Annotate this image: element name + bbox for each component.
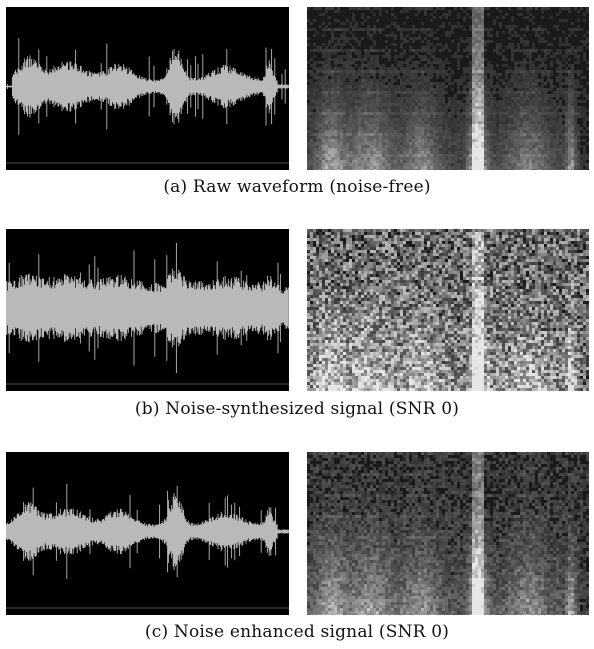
spectrogram-c — [307, 452, 589, 615]
waveform-a — [6, 7, 289, 170]
spectrogram-panel-c — [307, 452, 589, 615]
waveform-panel-a — [6, 7, 289, 170]
spectrogram-a — [307, 7, 589, 170]
caption-c: (c) Noise enhanced signal (SNR 0) — [144, 622, 450, 642]
spectrogram-texture — [307, 452, 589, 615]
waveform-panel-c — [6, 452, 289, 615]
waveform-trace — [6, 38, 289, 135]
waveform-b — [6, 229, 289, 391]
waveform-c — [6, 452, 289, 615]
spectrogram-texture — [307, 229, 589, 391]
spectrogram-texture — [307, 7, 589, 170]
waveform-trace — [6, 243, 289, 373]
waveform-panel-b — [6, 229, 289, 391]
caption-b: (b) Noise-synthesized signal (SNR 0) — [134, 399, 460, 419]
spectrogram-panel-b — [307, 229, 589, 391]
waveform-trace — [6, 484, 289, 579]
spectrogram-panel-a — [307, 7, 589, 170]
spectrogram-b — [307, 229, 589, 391]
caption-a: (a) Raw waveform (noise-free) — [163, 177, 431, 197]
